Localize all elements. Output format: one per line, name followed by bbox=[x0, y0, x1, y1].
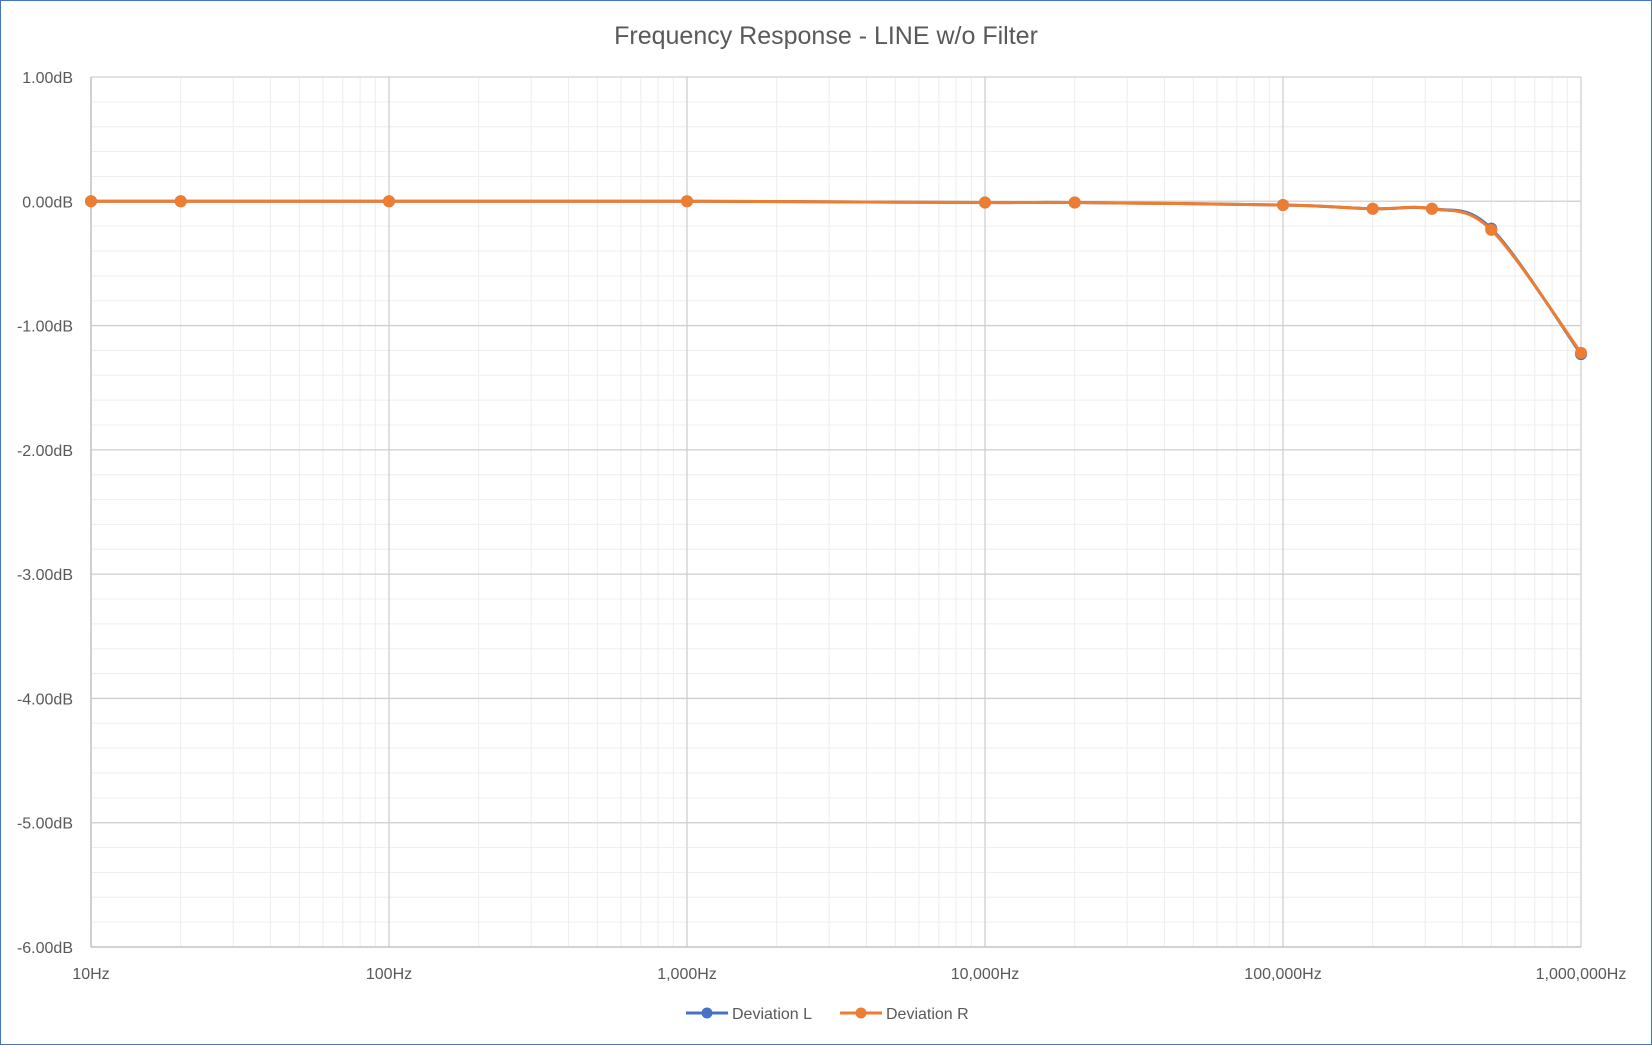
data-point bbox=[1068, 196, 1081, 209]
legend-marker bbox=[855, 1007, 867, 1019]
data-point bbox=[85, 195, 97, 208]
y-tick-label: -2.00dB bbox=[17, 443, 73, 460]
data-point bbox=[681, 195, 693, 208]
y-tick-label: 1.00dB bbox=[22, 70, 73, 87]
legend-label: Deviation R bbox=[886, 1006, 969, 1023]
x-tick-labels: 10Hz 100Hz 1,000Hz 10,000Hz 100,000Hz 1,000,0… bbox=[72, 966, 1626, 983]
y-tick-label: -1.00dB bbox=[17, 319, 73, 336]
axes bbox=[90, 77, 1581, 948]
data-point bbox=[1485, 223, 1498, 236]
legend-item: Deviation L bbox=[686, 1006, 812, 1023]
y-tick-label: -5.00dB bbox=[17, 816, 73, 833]
series-deviation-r bbox=[85, 195, 1587, 359]
y-tick-label: -4.00dB bbox=[17, 691, 73, 708]
y-tick-label: 0.00dB bbox=[22, 194, 73, 211]
data-point bbox=[979, 196, 991, 209]
x-tick-label: 10Hz bbox=[72, 966, 109, 983]
chart-title: Frequency Response - LINE w/o Filter bbox=[614, 22, 1038, 50]
x-tick-label: 10,000Hz bbox=[951, 966, 1020, 983]
y-tick-label: -6.00dB bbox=[17, 940, 73, 957]
y-tick-labels: 1.00dB 0.00dB -1.00dB -2.00dB -3.00dB -4.00dB… bbox=[17, 70, 73, 957]
y-tick-label: -3.00dB bbox=[17, 567, 73, 584]
series-deviation-l bbox=[85, 195, 1587, 361]
series-lines bbox=[85, 195, 1587, 361]
x-tick-label: 100,000Hz bbox=[1244, 966, 1321, 983]
data-point bbox=[1425, 202, 1438, 215]
x-tick-label: 1,000,000Hz bbox=[1536, 966, 1627, 983]
x-tick-label: 1,000Hz bbox=[657, 966, 717, 983]
data-point bbox=[1277, 199, 1289, 212]
data-point bbox=[1366, 202, 1379, 215]
series-line bbox=[91, 199, 1583, 354]
legend-marker bbox=[701, 1007, 713, 1019]
series-line bbox=[91, 199, 1583, 356]
legend-label: Deviation L bbox=[732, 1006, 812, 1023]
legend-item: Deviation R bbox=[840, 1006, 969, 1023]
legend: Deviation L Deviation R bbox=[686, 1006, 969, 1023]
x-tick-label: 100Hz bbox=[366, 966, 412, 983]
data-point bbox=[383, 195, 395, 208]
data-point bbox=[1575, 346, 1587, 359]
data-point bbox=[174, 195, 187, 208]
